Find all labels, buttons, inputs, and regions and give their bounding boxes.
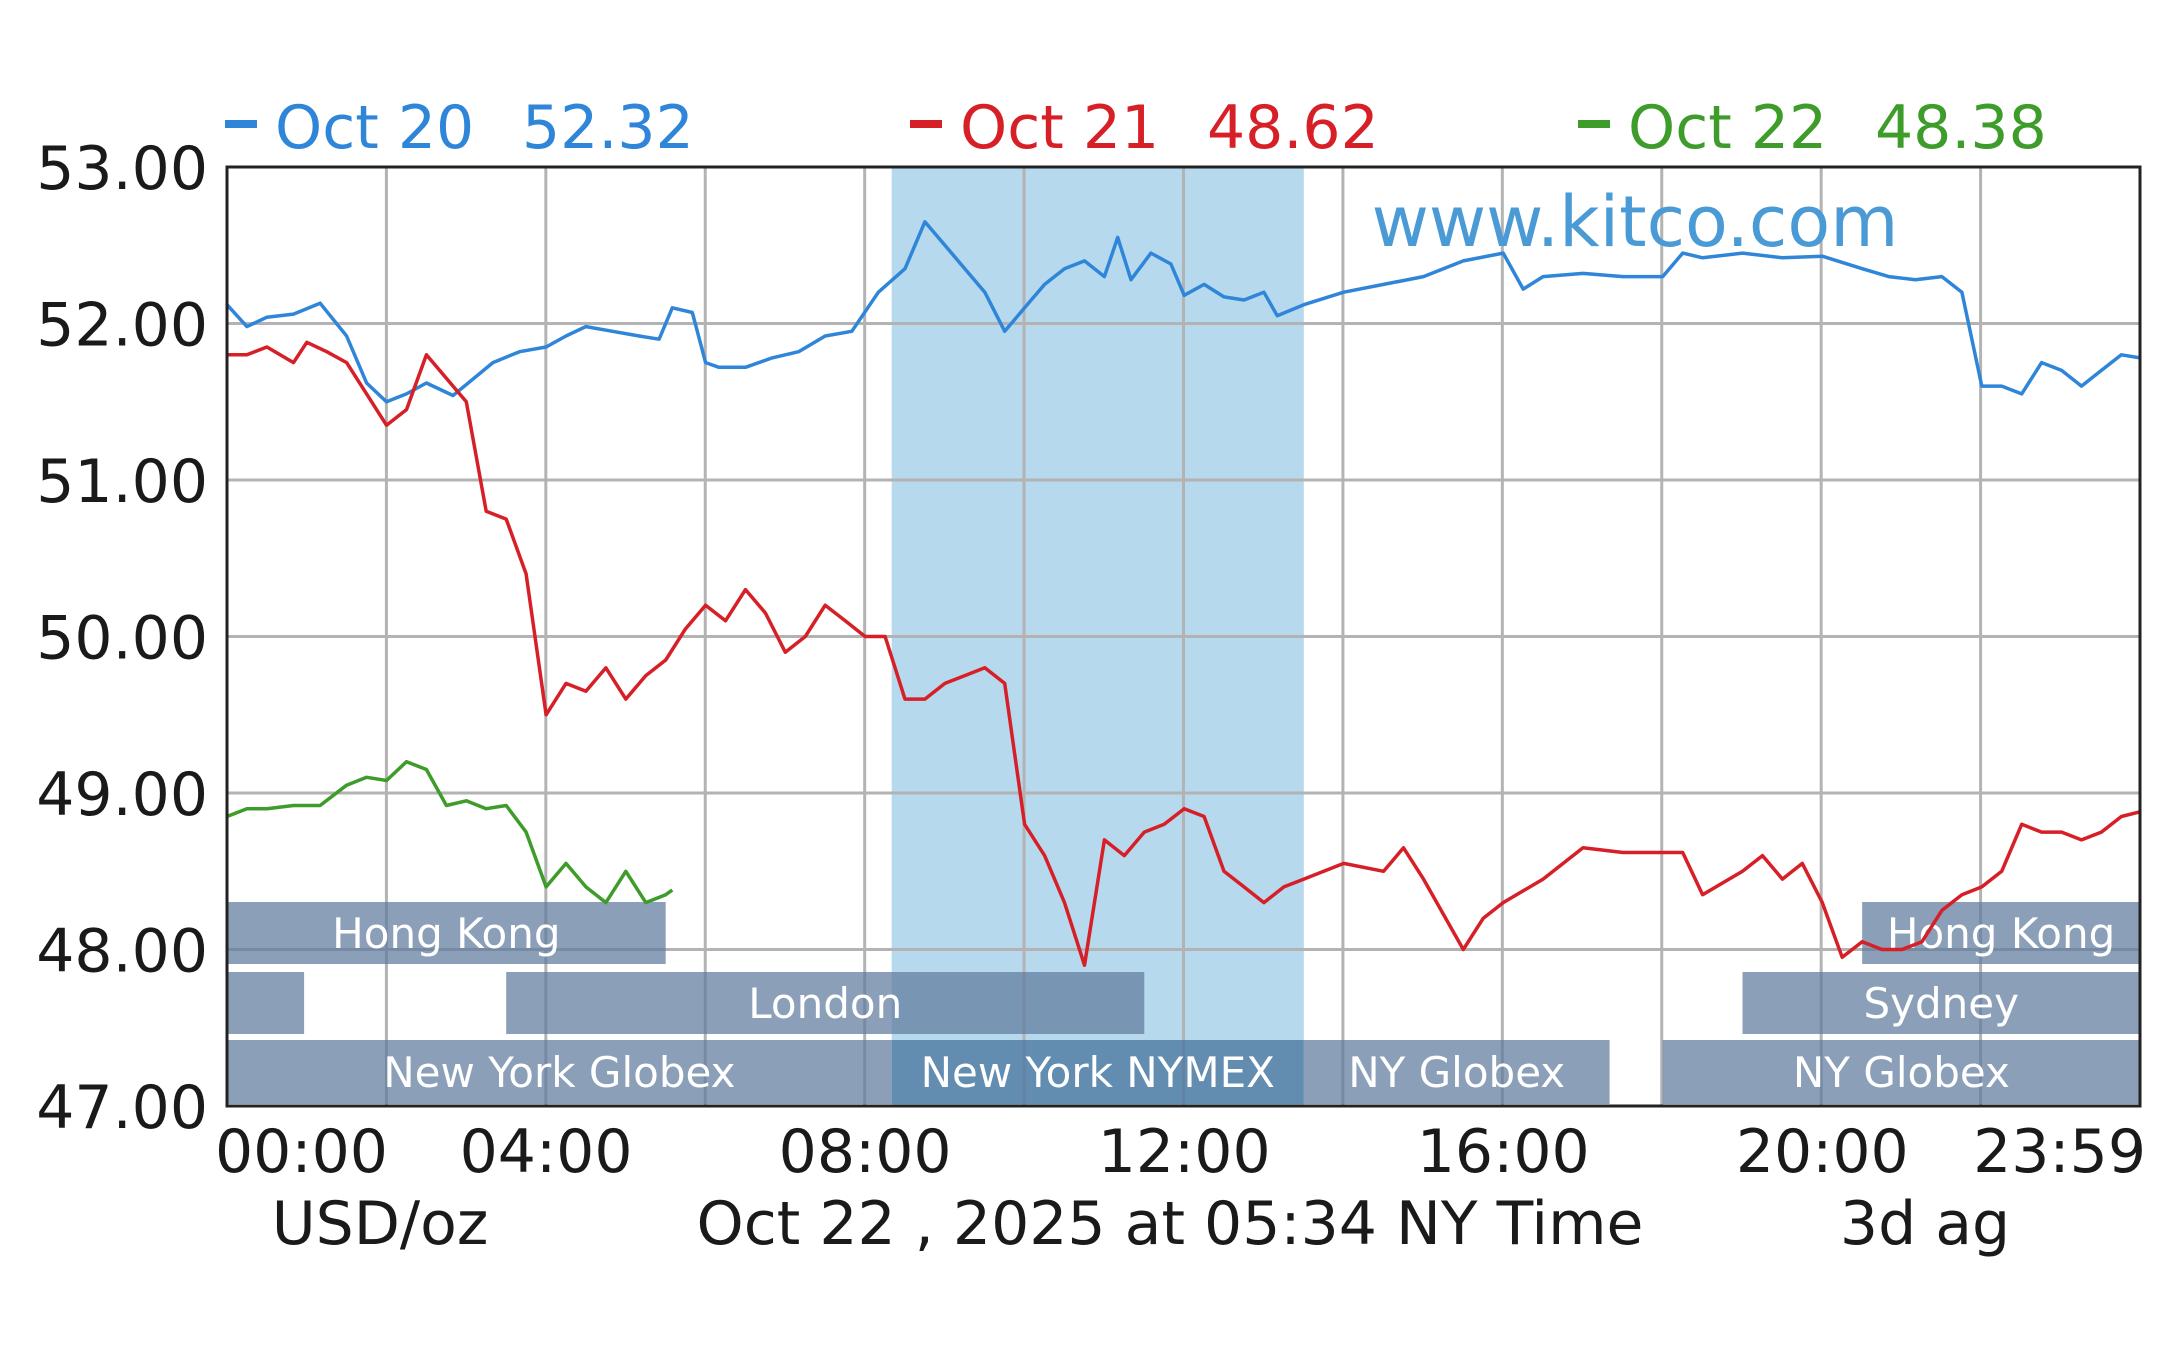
session-bar: New York NYMEX — [891, 1040, 1304, 1104]
session-bar-rect — [1662, 1040, 2140, 1104]
x-tick-label: 00:00 — [215, 1117, 388, 1187]
session-bar-rect — [1862, 902, 2140, 964]
session-bar-rect — [1742, 972, 2140, 1034]
x-tick-label: 16:00 — [1417, 1117, 1590, 1187]
timestamp-label: Oct 22 , 2025 at 05:34 NY Time — [697, 1189, 1644, 1259]
series-lines — [225, 220, 2141, 967]
session-bar: Hong Kong — [1862, 902, 2140, 964]
session-bar: New York Globex — [227, 1040, 892, 1104]
session-bar: NY Globex — [1662, 1040, 2140, 1104]
series-line-oct-20 — [225, 220, 2141, 404]
grid — [225, 165, 2142, 1108]
x-tick-label: 04:00 — [460, 1117, 633, 1187]
session-bar-label: Hong Kong — [1887, 909, 2115, 958]
legend-series-name: Oct 21 — [960, 93, 1159, 163]
y-tick-label: 53.00 — [36, 134, 208, 204]
legend-item: Oct 20 52.32 — [225, 93, 694, 163]
session-bar-rect — [227, 972, 305, 1034]
y-tick-label: 49.00 — [36, 760, 208, 830]
session-bar-rect — [506, 972, 1145, 1034]
legend-item: Oct 22 48.38 — [1578, 93, 2047, 163]
session-bar: Hong Kong — [227, 902, 666, 964]
y-tick-label: 47.00 — [36, 1073, 208, 1143]
session-bar: London — [506, 972, 1145, 1034]
session-bar-label: Sydney — [1864, 979, 2020, 1028]
legend-swatch — [910, 120, 942, 128]
x-axis-ticks: 00:00 04:00 08:00 12:00 16:00 20:00 23:59 — [215, 1117, 2146, 1187]
legend-latest-value: 52.32 — [522, 93, 694, 163]
legend-latest-value: 48.62 — [1207, 93, 1379, 163]
legend-latest-value: 48.38 — [1875, 93, 2047, 163]
y-tick-label: 48.00 — [36, 917, 208, 987]
legend-series-name: Oct 20 — [275, 93, 474, 163]
session-bar-label: New York NYMEX — [921, 1048, 1275, 1097]
x-tick-label: 08:00 — [779, 1117, 952, 1187]
plot-frame — [225, 165, 2142, 1108]
session-bar-label: NY Globex — [1348, 1048, 1565, 1097]
legend-series-name: Oct 22 — [1628, 93, 1827, 163]
watermark: www.kitco.com — [1372, 181, 1899, 263]
legend: Oct 20 52.32 Oct 21 48.62 Oct 22 48.38 — [225, 93, 2047, 163]
session-bar-rect — [1303, 1040, 1610, 1104]
series-line-oct-22 — [226, 759, 674, 905]
x-tick-label: 20:00 — [1736, 1117, 1909, 1187]
session-bars: Hong Kong London New York Globex New York N… — [227, 902, 2140, 1104]
legend-swatch — [1578, 120, 1610, 128]
y-tick-label: 52.00 — [36, 291, 208, 361]
session-bar: Sydney — [1742, 972, 2140, 1034]
legend-swatch — [225, 120, 257, 128]
y-axis-ticks: 53.00 52.00 51.00 50.00 49.00 48.00 47.00 — [36, 134, 208, 1143]
series-line-oct-21 — [227, 340, 2141, 967]
session-bar-label: Hong Kong — [332, 909, 560, 958]
session-bar-label: New York Globex — [383, 1048, 735, 1097]
session-bar-label: NY Globex — [1793, 1048, 2010, 1097]
session-bar — [227, 972, 305, 1034]
y-tick-label: 50.00 — [36, 604, 208, 674]
unit-label: USD/oz — [272, 1189, 489, 1259]
x-tick-label: 23:59 — [1973, 1117, 2146, 1187]
y-tick-label: 51.00 — [36, 447, 208, 517]
session-bar-rect — [227, 902, 666, 964]
legend-item: Oct 21 48.62 — [910, 93, 1379, 163]
session-bar-rect — [227, 1040, 892, 1104]
session-bar-label: London — [748, 979, 902, 1028]
session-bar-rect — [891, 1040, 1304, 1104]
x-tick-label: 12:00 — [1098, 1117, 1271, 1187]
session-bar: NY Globex — [1303, 1040, 1610, 1104]
range-label: 3d ag — [1840, 1189, 2010, 1259]
